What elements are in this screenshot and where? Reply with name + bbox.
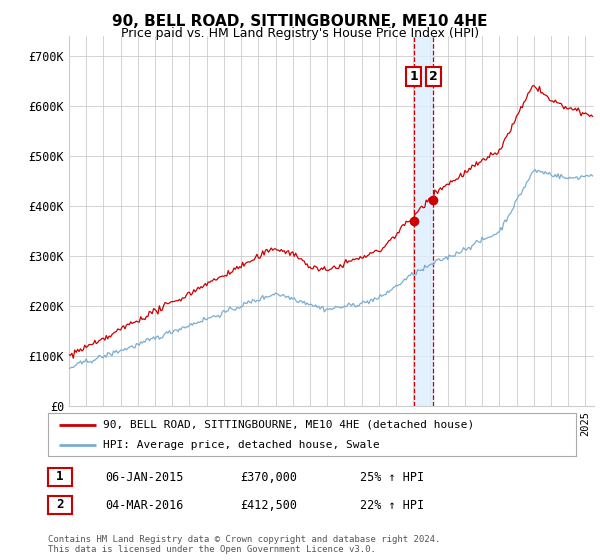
Text: 04-MAR-2016: 04-MAR-2016: [105, 498, 184, 512]
Text: HPI: Average price, detached house, Swale: HPI: Average price, detached house, Swal…: [103, 440, 380, 450]
Text: Contains HM Land Registry data © Crown copyright and database right 2024.
This d: Contains HM Land Registry data © Crown c…: [48, 535, 440, 554]
Text: 22% ↑ HPI: 22% ↑ HPI: [360, 498, 424, 512]
Text: £370,000: £370,000: [240, 470, 297, 484]
Text: 90, BELL ROAD, SITTINGBOURNE, ME10 4HE: 90, BELL ROAD, SITTINGBOURNE, ME10 4HE: [112, 14, 488, 29]
Text: 1: 1: [409, 70, 418, 83]
Text: 90, BELL ROAD, SITTINGBOURNE, ME10 4HE (detached house): 90, BELL ROAD, SITTINGBOURNE, ME10 4HE (…: [103, 419, 475, 430]
Text: 2: 2: [429, 70, 438, 83]
Text: 1: 1: [56, 470, 64, 483]
Text: Price paid vs. HM Land Registry's House Price Index (HPI): Price paid vs. HM Land Registry's House …: [121, 27, 479, 40]
Text: 25% ↑ HPI: 25% ↑ HPI: [360, 470, 424, 484]
Text: £412,500: £412,500: [240, 498, 297, 512]
Text: 06-JAN-2015: 06-JAN-2015: [105, 470, 184, 484]
Text: 2: 2: [56, 498, 64, 511]
Bar: [413, 36, 433, 406]
